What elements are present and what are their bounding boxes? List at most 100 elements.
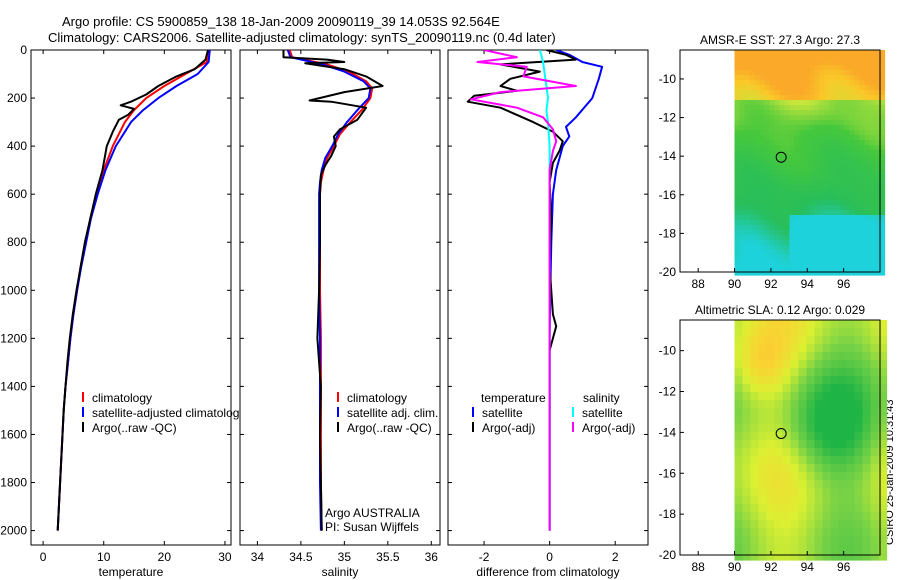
heatmap-cell — [879, 190, 886, 196]
heatmap-cell — [854, 384, 864, 393]
sla_map-ytick-label: -14 — [659, 425, 677, 439]
heatmap-cell — [838, 488, 848, 497]
heatmap-cell — [744, 125, 751, 131]
heatmap-cell — [879, 155, 886, 161]
heatmap-cell — [742, 512, 752, 521]
heatmap-cell — [764, 235, 771, 241]
heatmap-cell — [849, 135, 856, 141]
heatmap-cell — [782, 496, 792, 505]
heatmap-cell — [799, 220, 806, 226]
heatmap-cell — [806, 448, 816, 457]
heatmap-cell — [822, 488, 832, 497]
heatmap-cell — [864, 90, 871, 96]
heatmap-cell — [758, 472, 768, 481]
heatmap-cell — [879, 195, 886, 201]
heatmap-cell — [750, 416, 760, 425]
heatmap-cell — [749, 85, 756, 91]
heatmap-cell — [790, 384, 800, 393]
heatmap-cell — [879, 270, 886, 276]
heatmap-cell — [874, 165, 881, 171]
heatmap-cell — [824, 140, 831, 146]
heatmap-cell — [849, 260, 856, 266]
heatmap-cell — [742, 384, 752, 393]
heatmap-cell — [782, 472, 792, 481]
heatmap-cell — [862, 376, 872, 385]
heatmap-cell — [829, 220, 836, 226]
heatmap-cell — [739, 80, 746, 86]
heatmap-cell — [878, 464, 888, 473]
heatmap-cell — [844, 125, 851, 131]
heatmap-cell — [854, 328, 864, 337]
heatmap-cell — [794, 165, 801, 171]
heatmap-cell — [814, 235, 821, 241]
heatmap-cell — [734, 65, 741, 71]
heatmap-cell — [759, 225, 766, 231]
heatmap-cell — [814, 328, 824, 337]
heatmap-cell — [794, 105, 801, 111]
heatmap-cell — [804, 85, 811, 91]
heatmap-cell — [859, 65, 866, 71]
heatmap-cell — [779, 100, 786, 106]
heatmap-cell — [864, 160, 871, 166]
heatmap-cell — [809, 120, 816, 126]
heatmap-cell — [794, 265, 801, 271]
heatmap-cell — [822, 432, 832, 441]
heatmap-cell — [870, 432, 880, 441]
heatmap-cell — [759, 270, 766, 276]
heatmap-cell — [870, 352, 880, 361]
heatmap-cell — [739, 90, 746, 96]
legend-label: climatology — [347, 391, 407, 405]
heatmap-cell — [804, 200, 811, 206]
heatmap-cell — [798, 536, 808, 545]
heatmap-cell — [846, 520, 856, 529]
heatmap-cell — [854, 344, 864, 353]
heatmap-cell — [789, 75, 796, 81]
heatmap-cell — [734, 536, 744, 545]
heatmap-cell — [814, 170, 821, 176]
heatmap-cell — [799, 135, 806, 141]
heatmap-cell — [758, 448, 768, 457]
heatmap-cell — [854, 140, 861, 146]
heatmap-cell — [854, 165, 861, 171]
heatmap-cell — [759, 230, 766, 236]
heatmap-cell — [782, 400, 792, 409]
heatmap-cell — [854, 255, 861, 261]
heatmap-cell — [758, 504, 768, 513]
heatmap-cell — [794, 115, 801, 121]
heatmap-cell — [854, 60, 861, 66]
heatmap-cell — [814, 65, 821, 71]
heatmap-cell — [819, 205, 826, 211]
heatmap-cell — [779, 80, 786, 86]
heatmap-cell — [819, 230, 826, 236]
heatmap-cell — [774, 210, 781, 216]
heatmap-cell — [869, 105, 876, 111]
heatmap-cell — [804, 170, 811, 176]
heatmap-cell — [784, 95, 791, 101]
heatmap-cell — [878, 336, 888, 345]
heatmap-cell — [764, 110, 771, 116]
heatmap-cell — [754, 130, 761, 136]
heatmap-cell — [744, 105, 751, 111]
heatmap-cell — [744, 195, 751, 201]
heatmap-cell — [854, 120, 861, 126]
heatmap-cell — [779, 130, 786, 136]
heatmap-cell — [814, 464, 824, 473]
heatmap-cell — [798, 384, 808, 393]
heatmap-cell — [774, 496, 784, 505]
heatmap-cell — [829, 155, 836, 161]
sst_map-xtick-label: 94 — [801, 277, 815, 291]
heatmap-cell — [734, 270, 741, 276]
heatmap-cell — [874, 130, 881, 136]
heatmap-cell — [838, 328, 848, 337]
heatmap-cell — [874, 145, 881, 151]
heatmap-cell — [806, 552, 816, 561]
heatmap-cell — [844, 190, 851, 196]
heatmap-cell — [754, 190, 761, 196]
heatmap-cell — [804, 265, 811, 271]
heatmap-cell — [809, 185, 816, 191]
heatmap-cell — [830, 544, 840, 553]
heatmap-cell — [834, 225, 841, 231]
sla_map-xtick-label: 92 — [764, 560, 778, 574]
heatmap-cell — [834, 75, 841, 81]
heatmap-cell — [739, 50, 746, 56]
